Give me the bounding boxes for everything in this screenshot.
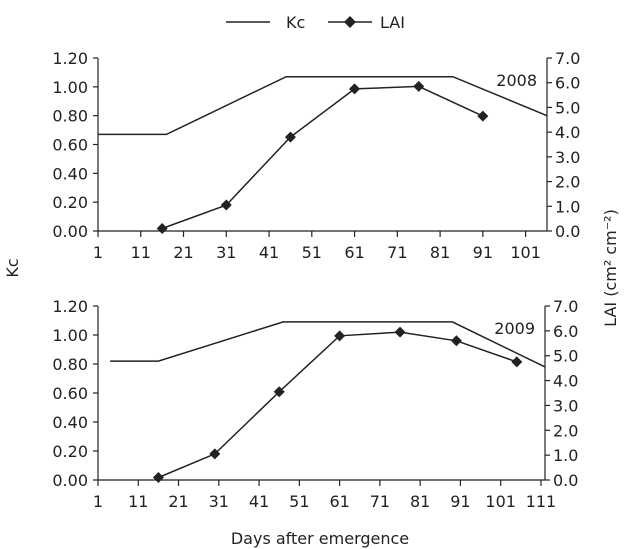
x-tick-label: 71: [387, 243, 407, 262]
lai-tick-label: 3.0: [553, 396, 578, 415]
x-tick-label: 31: [216, 243, 236, 262]
year-label: 2009: [494, 319, 535, 338]
lai-tick-label: 6.0: [555, 74, 580, 93]
lai-tick-label: 3.0: [555, 148, 580, 167]
x-tick-label: 61: [344, 243, 364, 262]
lai-point: [220, 199, 232, 211]
year-label: 2008: [496, 71, 537, 90]
lai-point: [450, 335, 462, 347]
kc-tick-label: 1.20: [52, 297, 88, 316]
kc-tick-label: 0.60: [52, 136, 88, 155]
x-tick-label: 21: [168, 492, 188, 511]
lai-point: [152, 472, 164, 484]
lai-tick-label: 2.0: [553, 421, 578, 440]
kc-tick-label: 0.00: [52, 222, 88, 241]
x-tick-label: 71: [370, 492, 390, 511]
x-tick-label: 51: [302, 243, 322, 262]
x-tick-label: 41: [259, 243, 279, 262]
kc-tick-label: 0.00: [52, 471, 88, 490]
kc-tick-label: 0.40: [52, 413, 88, 432]
lai-point: [156, 223, 168, 235]
kc-tick-label: 0.80: [52, 107, 88, 126]
lai-tick-label: 0.0: [553, 471, 578, 490]
legend-lai-marker: [344, 16, 356, 28]
kc-tick-label: 0.80: [52, 355, 88, 374]
kc-tick-label: 1.00: [52, 78, 88, 97]
lai-tick-label: 0.0: [555, 222, 580, 241]
lai-tick-label: 1.0: [555, 197, 580, 216]
lai-tick-label: 4.0: [555, 123, 580, 142]
x-tick-label: 11: [131, 243, 151, 262]
x-tick-label: 91: [473, 243, 493, 262]
x-tick-label: 51: [289, 492, 309, 511]
lai-point: [209, 448, 221, 460]
x-tick-label: 101: [485, 492, 516, 511]
lai-tick-label: 1.0: [553, 446, 578, 465]
lai-series-line: [161, 85, 484, 230]
x-tick-label: 21: [173, 243, 193, 262]
x-tick-label: 41: [249, 492, 269, 511]
x-tick-label: 61: [329, 492, 349, 511]
kc-tick-label: 0.20: [52, 442, 88, 461]
x-tick-label: 81: [410, 492, 430, 511]
lai-tick-label: 5.0: [553, 347, 578, 366]
lai-tick-label: 2.0: [555, 173, 580, 192]
x-tick-label: 91: [450, 492, 470, 511]
x-tick-label: 11: [128, 492, 148, 511]
lai-point: [334, 330, 346, 342]
x-tick-label: 101: [510, 243, 541, 262]
lai-point: [284, 131, 296, 143]
kc-tick-label: 0.40: [52, 164, 88, 183]
lai-tick-label: 4.0: [553, 372, 578, 391]
kc-tick-label: 0.60: [52, 384, 88, 403]
lai-axis-title: LAI (cm² cm⁻²): [601, 209, 620, 327]
lai-tick-label: 5.0: [555, 98, 580, 117]
x-tick-label: 81: [430, 243, 450, 262]
panel-2008: 0.00 0.20 0.40 0.60 0.80 1.00 1.20 0.0 1.0 2.0 3.0…: [52, 49, 580, 262]
kc-tick-label: 0.20: [52, 193, 88, 212]
lai-point: [477, 110, 489, 122]
lai-point: [349, 83, 361, 95]
lai-point: [273, 386, 285, 398]
lai-tick-label: 7.0: [553, 297, 578, 316]
kc-tick-label: 1.00: [52, 326, 88, 345]
lai-tick-label: 7.0: [555, 49, 580, 68]
x-axis-title: Days after emergence: [231, 529, 409, 548]
lai-point: [413, 80, 425, 92]
x-tick-label: 111: [526, 492, 557, 511]
x-tick-label: 1: [93, 492, 103, 511]
lai-point: [511, 356, 523, 368]
legend: Kc LAI: [226, 13, 405, 32]
x-tick-label: 1: [93, 243, 103, 262]
legend-lai-label: LAI: [380, 13, 405, 32]
kc-series-line: [98, 75, 548, 136]
kc-tick-label: 1.20: [52, 49, 88, 68]
legend-kc-label: Kc: [286, 13, 305, 32]
x-tick-label: 31: [209, 492, 229, 511]
lai-tick-label: 6.0: [553, 322, 578, 341]
kc-series-line: [110, 321, 546, 368]
kc-axis-title: Kc: [3, 258, 22, 277]
lai-point: [394, 326, 406, 338]
panel-2009: 0.00 0.20 0.40 0.60 0.80 1.00 1.20 0.0 1.0 2.0 3.0…: [52, 297, 578, 511]
